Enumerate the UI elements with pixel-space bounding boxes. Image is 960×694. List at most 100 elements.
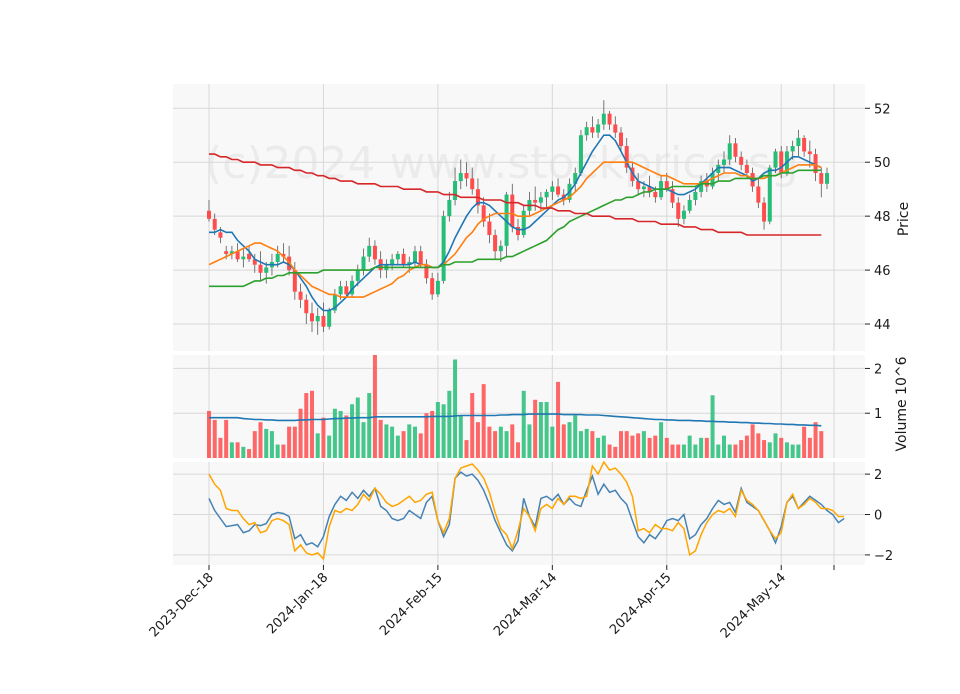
volume-bar — [453, 359, 458, 458]
candle-down — [618, 132, 624, 147]
candle-down — [247, 253, 252, 260]
volume-bar — [287, 426, 292, 458]
volume-bar — [224, 419, 229, 458]
candle-down — [212, 218, 217, 230]
candle-up — [824, 173, 830, 184]
osc-panel-bg — [173, 462, 865, 565]
candle-down — [739, 156, 744, 165]
volume-bar — [601, 435, 606, 458]
candle-up — [498, 245, 503, 252]
candle-down — [218, 232, 223, 238]
candle-down — [807, 151, 812, 155]
watermark-text: (c)2024 www.stockprice.sg — [205, 138, 799, 189]
candle-down — [515, 226, 521, 236]
oscillator-line-2 — [208, 460, 845, 561]
candle-down — [321, 315, 326, 327]
candle-down — [298, 291, 303, 300]
volume-bar — [487, 426, 492, 458]
volume-bar — [407, 424, 412, 458]
osc-y-tick-label: 0 — [874, 509, 882, 524]
candle-down — [430, 278, 435, 295]
volume-y-tick-label: 1 — [874, 407, 882, 422]
candle-up — [458, 173, 463, 182]
price-y-tick-label: 48 — [874, 210, 891, 225]
volume-bar — [412, 426, 418, 458]
volume-bar — [355, 397, 360, 458]
candle-up — [601, 113, 606, 125]
candle-down — [401, 253, 406, 265]
volume-bar — [435, 402, 440, 458]
candle-up — [315, 315, 320, 322]
volume-bar — [681, 444, 686, 458]
candle-down — [590, 127, 595, 133]
volume-bar — [510, 424, 515, 458]
candle-up — [412, 251, 418, 262]
candle-down — [252, 259, 257, 265]
candle-up — [596, 124, 601, 133]
volume-bar — [252, 431, 257, 458]
volume-bar — [332, 408, 337, 458]
candle-up — [773, 151, 778, 168]
candle-up — [453, 181, 458, 200]
volume-bar — [733, 444, 738, 458]
volume-bar — [659, 422, 664, 458]
price-axis-label: Price — [896, 202, 912, 236]
candle-down — [756, 186, 761, 203]
volume-bar — [241, 446, 246, 458]
volume-bar — [218, 437, 223, 458]
volume-bar — [664, 437, 669, 458]
volume-bar — [710, 395, 715, 458]
candle-up — [241, 256, 246, 260]
volume-bar — [384, 424, 389, 458]
volume-bar — [275, 444, 280, 458]
candle-up — [710, 173, 715, 187]
volume-bar — [790, 444, 795, 458]
candle-up — [538, 197, 543, 203]
candle-down — [533, 199, 538, 203]
volume-bar — [556, 381, 561, 458]
volume-bar — [578, 431, 583, 458]
volume-bar — [784, 442, 789, 458]
volume-bar — [538, 402, 543, 458]
price-panel-bg — [173, 84, 865, 351]
volume-bar — [298, 408, 303, 458]
volume-panel — [206, 355, 824, 458]
volume-bar — [687, 435, 692, 458]
candle-up — [395, 253, 400, 260]
volume-bar — [727, 444, 732, 458]
volume-bar — [470, 393, 475, 458]
candle-up — [573, 173, 578, 184]
volume-bar — [544, 402, 549, 458]
volume-bar — [229, 442, 234, 458]
candle-down — [802, 137, 807, 152]
candle-down — [258, 264, 263, 273]
volume-bar — [258, 422, 263, 458]
volume-bar — [281, 444, 286, 458]
moving-average-line-4 — [209, 153, 822, 236]
candle-up — [681, 210, 686, 219]
x-tick-label: 2024-Feb-15 — [377, 570, 446, 639]
volume-bar — [756, 433, 761, 458]
volume-bar — [493, 431, 498, 458]
volume-bar — [762, 440, 767, 458]
volume-bar — [378, 419, 383, 458]
candle-down — [493, 235, 498, 252]
candle-down — [224, 251, 229, 254]
candle-up — [721, 159, 727, 165]
candle-down — [607, 113, 612, 125]
candle-up — [584, 127, 589, 136]
volume-bar — [458, 415, 463, 458]
x-tick-label: 2023-Dec-18 — [147, 570, 217, 640]
candle-down — [613, 124, 618, 133]
candle-up — [447, 199, 452, 217]
candle-down — [344, 286, 349, 295]
volume-bar — [590, 431, 595, 458]
volume-bar — [773, 433, 778, 458]
volume-bar — [315, 433, 320, 458]
candle-up — [264, 267, 269, 273]
candle-up — [727, 143, 732, 160]
candle-up — [504, 194, 509, 246]
x-tick-label: 2024-Mar-14 — [491, 570, 560, 639]
candle-up — [767, 167, 772, 222]
